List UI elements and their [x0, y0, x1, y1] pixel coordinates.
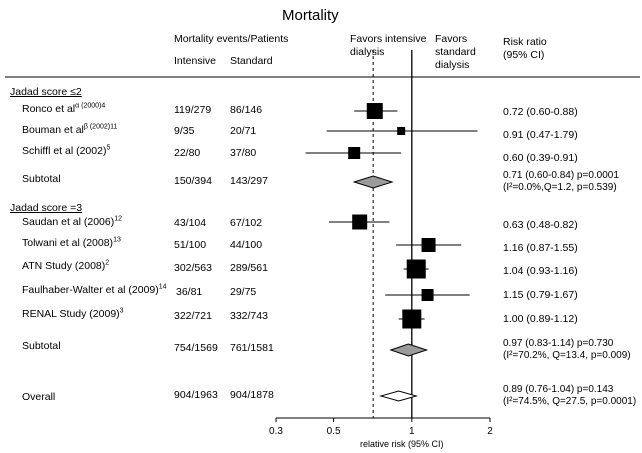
x-tick-label: 1 — [409, 426, 415, 437]
overall-label: Overall — [22, 391, 56, 403]
study-standard: 86/146 — [230, 104, 263, 116]
subtotal-label: Subtotal — [22, 173, 61, 185]
study-standard: 20/71 — [230, 125, 257, 137]
events-header: Mortality events/Patients — [174, 33, 289, 45]
subtotal-heterogeneity: (I²=70.2%, Q=13.4, p=0.009) — [503, 350, 631, 361]
standard-header: Standard — [230, 55, 273, 67]
x-tick-label: 0.3 — [269, 426, 283, 437]
study-name: Faulhaber-Walter et al (2009)14 — [22, 283, 167, 297]
study-standard: 44/100 — [230, 239, 263, 251]
study-ci: 1.15 (0.79-1.67) — [503, 289, 578, 301]
x-axis-label: relative risk (95% CI) — [360, 439, 444, 449]
study-intensive: 43/104 — [174, 217, 207, 229]
study-ci: 1.04 (0.93-1.16) — [503, 265, 578, 277]
study-marker — [366, 103, 383, 119]
study-name: Saudan et al (2006)12 — [22, 215, 123, 229]
group-label-jadad-eq3: Jadad score =3 — [10, 202, 83, 214]
intensive-header: Intensive — [174, 55, 217, 67]
study-name: Bouman et alβ (2002)11 — [22, 123, 118, 137]
subtotal-ci: 0.71 (0.60-0.84) p=0.0001 — [503, 170, 619, 181]
study-name: Ronco et alα (2000)4 — [22, 102, 106, 116]
study-marker — [397, 127, 406, 135]
study-ci: 1.16 (0.87-1.55) — [503, 242, 578, 254]
study-ci: 0.63 (0.48-0.82) — [503, 219, 578, 231]
overall-ci: 0.89 (0.76-1.04) p=0.143 — [503, 384, 614, 395]
study-standard: 29/75 — [230, 286, 257, 298]
study-marker — [402, 309, 422, 329]
study-intensive: 51/100 — [174, 239, 207, 251]
study-standard: 289/561 — [230, 262, 268, 274]
subtotal-heterogeneity: (I²=0.0%,Q=1.2, p=0.539) — [503, 182, 617, 193]
study-marker — [352, 214, 368, 230]
subtotal-label: Subtotal — [22, 340, 61, 352]
study-intensive: 36/81 — [176, 286, 203, 298]
study-name: ATN Study (2008)2 — [22, 259, 110, 273]
study-intensive: 119/279 — [174, 104, 212, 116]
overall-intensive: 904/1963 — [174, 389, 218, 401]
subtotal-standard: 761/1581 — [230, 342, 274, 354]
subtotal-intensive: 754/1569 — [174, 342, 218, 354]
favors-standard-header: Favors standard dialysis — [435, 33, 476, 71]
study-name: RENAL Study (2009)3 — [22, 307, 124, 321]
study-ci: 0.91 (0.47-1.79) — [503, 129, 578, 141]
study-marker — [348, 147, 361, 159]
study-intensive: 302/563 — [174, 262, 212, 274]
overall-standard: 904/1878 — [230, 389, 274, 401]
study-intensive: 9/35 — [174, 125, 195, 137]
group-label-jadad-le2: Jadad score ≤2 — [10, 86, 82, 98]
chart-title: Mortality — [282, 7, 339, 24]
subtotal-diamond — [389, 343, 429, 357]
study-standard: 332/743 — [230, 310, 268, 322]
study-name: Tolwani et al (2008)13 — [22, 236, 121, 250]
subtotal-intensive: 150/394 — [174, 175, 212, 187]
subtotal-ci: 0.97 (0.83-1.14) p=0.730 — [503, 338, 614, 349]
study-intensive: 322/721 — [174, 310, 212, 322]
x-tick-label: 2 — [487, 426, 493, 437]
study-marker — [421, 289, 434, 301]
subtotal-standard: 143/297 — [230, 175, 268, 187]
study-ci: 1.00 (0.89-1.12) — [503, 313, 578, 325]
subtotal-diamond — [352, 175, 394, 189]
overall-diamond — [379, 390, 419, 402]
study-intensive: 22/80 — [174, 147, 201, 159]
study-marker — [406, 259, 426, 279]
study-name: Schiffl et al (2002)5 — [22, 144, 111, 158]
study-ci: 0.72 (0.60-0.88) — [503, 106, 578, 118]
study-ci: 0.60 (0.39-0.91) — [503, 152, 578, 164]
study-standard: 67/102 — [230, 217, 263, 229]
risk-ratio-header: Risk ratio (95% CI) — [503, 36, 547, 61]
overall-heterogeneity: (I²=74.5%, Q=27.5, p=0.0001) — [503, 396, 637, 407]
study-standard: 37/80 — [230, 147, 257, 159]
x-tick-label: 0.5 — [327, 426, 341, 437]
study-marker — [421, 238, 436, 252]
favors-intensive-header: Favors intensive dialysis — [350, 33, 427, 58]
